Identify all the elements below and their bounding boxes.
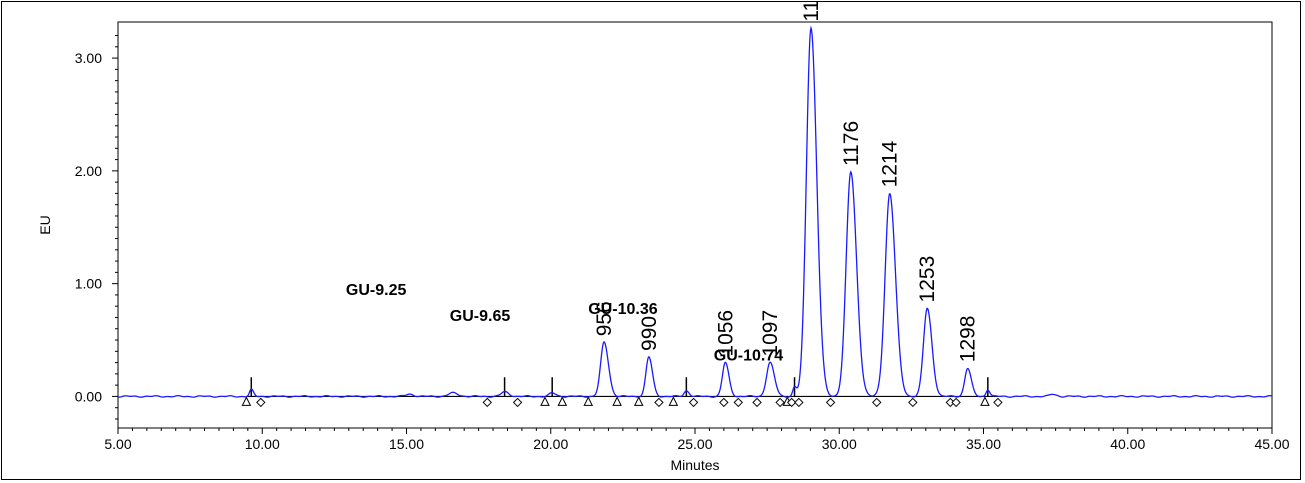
peak-label: 1253 bbox=[916, 256, 939, 303]
y-tick-label: 2.00 bbox=[75, 163, 102, 179]
gu-annotation: GU-10.36 bbox=[588, 301, 657, 318]
axes: 5.00 10.00 15.00 20.00 25.00 30.00 35.00 40.00 4… bbox=[75, 21, 1290, 452]
annotations: GU-9.25 GU-9.65 GU-10.36 GU-10.74 bbox=[346, 282, 783, 364]
x-axis-label: Minutes bbox=[670, 457, 719, 473]
peak-label: 1176 bbox=[840, 121, 863, 166]
x-tick-label: 40.00 bbox=[1110, 436, 1145, 452]
x-tick-label: 45.00 bbox=[1254, 436, 1289, 452]
gu-annotation: GU-9.65 bbox=[450, 308, 511, 325]
triangle-marker bbox=[583, 396, 594, 406]
peak-label: 990 bbox=[638, 316, 661, 351]
x-tick-label: 10.00 bbox=[245, 436, 280, 452]
diamond-marker bbox=[993, 397, 1003, 408]
trace bbox=[117, 25, 1273, 398]
y-axis-label: EU bbox=[37, 215, 53, 234]
diamond-marker bbox=[512, 397, 523, 408]
peak-label: 956 bbox=[593, 301, 616, 336]
triangle-marker bbox=[241, 396, 252, 406]
peak-label: 1097 bbox=[759, 310, 782, 357]
diamond-marker bbox=[951, 397, 961, 408]
diamond-marker bbox=[733, 397, 743, 408]
gu-annotation: GU-9.25 bbox=[346, 282, 407, 299]
triangle-marker bbox=[633, 396, 644, 406]
gu-annotation: GU-10.74 bbox=[714, 347, 783, 364]
diamond-marker bbox=[482, 397, 492, 408]
x-tick-label: 5.00 bbox=[104, 436, 131, 452]
trace-line bbox=[117, 25, 1273, 398]
diamond-marker bbox=[654, 397, 664, 408]
diamond-marker bbox=[825, 397, 836, 408]
y-tick-label: 0.00 bbox=[75, 388, 102, 404]
diamond-marker bbox=[719, 397, 729, 408]
peak-label: 1298 bbox=[957, 316, 980, 363]
x-tick-label: 25.00 bbox=[677, 436, 712, 452]
x-tick-label: 30.00 bbox=[822, 436, 857, 452]
triangle-marker bbox=[668, 396, 679, 406]
triangle-marker bbox=[980, 396, 990, 406]
peak-label: 1136 bbox=[800, 2, 823, 22]
peak-labels: 956 990 1056 1097 1136 1176 1214 1253 1298 bbox=[593, 2, 980, 362]
diamond-marker bbox=[688, 397, 699, 408]
diamond-marker bbox=[908, 397, 918, 408]
diamond-marker bbox=[794, 397, 804, 408]
diamond-marker bbox=[256, 397, 266, 408]
x-tick-label: 20.00 bbox=[533, 436, 568, 452]
peak-label: 1056 bbox=[714, 310, 737, 357]
x-tick-label: 35.00 bbox=[966, 436, 1001, 452]
diamond-marker bbox=[775, 397, 785, 408]
diamond-marker bbox=[752, 397, 762, 408]
plot-border bbox=[117, 21, 1273, 429]
y-tick-label: 1.00 bbox=[75, 276, 102, 292]
diamond-marker bbox=[786, 397, 797, 408]
x-tick-label: 15.00 bbox=[389, 436, 424, 452]
triangle-marker bbox=[612, 396, 622, 406]
y-tick-label: 3.00 bbox=[75, 50, 102, 66]
triangle-marker bbox=[557, 396, 568, 406]
integration-markers bbox=[241, 377, 1003, 408]
triangle-marker bbox=[540, 396, 550, 406]
diamond-marker bbox=[872, 397, 882, 408]
peak-label: 1214 bbox=[879, 140, 902, 187]
